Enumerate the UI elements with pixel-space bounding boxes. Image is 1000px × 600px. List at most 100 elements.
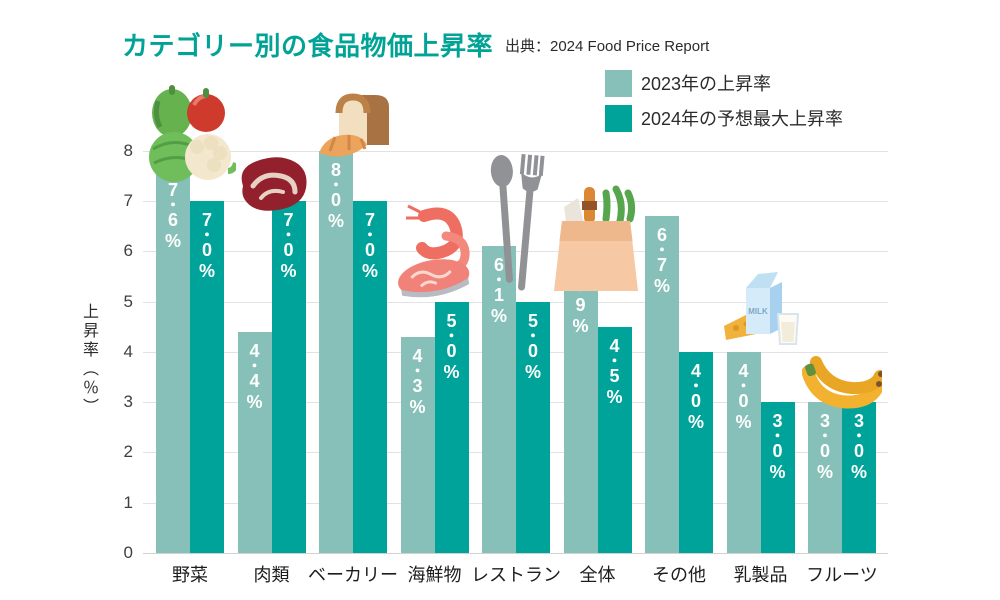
category-label: フルーツ (806, 565, 878, 585)
y-tick-label: 3 (123, 392, 133, 412)
legend-swatch (605, 69, 632, 97)
bar-value-label: 7 ・ 0% (353, 210, 387, 282)
bar-value-char: 7 (656, 254, 667, 275)
bar-value-label: 4 ・ 0% (727, 361, 761, 433)
category-label: ベーカリー (308, 565, 398, 585)
bar-value-char: 0 (330, 189, 341, 210)
bar-value-char: ・ (246, 357, 262, 375)
bar-value-char: % (735, 411, 752, 432)
gridline (143, 200, 888, 202)
bar-value-char: ・ (606, 352, 622, 370)
category-label: レストラン (471, 565, 561, 585)
bar-value-char: ・ (491, 272, 507, 290)
bar-value-char: % (524, 361, 541, 382)
y-axis-title: 上昇率（％） (80, 303, 97, 417)
bar-2024: 4 ・ 0% (679, 351, 713, 553)
bar-value-char: ・ (409, 362, 425, 380)
bar-2024: 7 ・ 0% (271, 200, 306, 553)
bar-value-char: ・ (688, 377, 704, 395)
bar-2024: 7 ・ 0% (353, 200, 387, 553)
bar-value-char: 0 (527, 340, 538, 361)
bar-value-char: 5 (446, 310, 457, 331)
bar-2023: 5・9% (563, 256, 598, 553)
bar-value-char: ・ (280, 226, 296, 244)
bar-2024: 7 ・ 0% (190, 200, 224, 553)
vegetables-icon (144, 83, 236, 187)
bar-value-label: 7 ・ 0% (272, 210, 306, 282)
bar-value-label: 7 ・ 0% (190, 210, 224, 282)
cutlery-icon (484, 153, 548, 301)
bar-value-char: 6 (167, 209, 178, 230)
bar-value-char: ・ (199, 226, 215, 244)
y-tick-label: 4 (123, 341, 133, 361)
seafood-icon (394, 202, 476, 304)
bar-value-char: 5 (527, 310, 538, 331)
bar-2024: 5 ・ 0% (434, 301, 469, 553)
bar-value-char: 4 (249, 340, 260, 361)
bar-value-char: ・ (362, 226, 378, 244)
bar-value-label: 8 ・ 0% (319, 160, 353, 232)
bar-value-char: 6 (656, 224, 667, 245)
bar-value-char: 0 (819, 441, 830, 462)
bar-value-char: 3 (819, 411, 830, 432)
bar-2024: 4 ・ 5% (597, 326, 632, 553)
category-label: 海鮮物 (407, 565, 462, 585)
bar-value-char: % (280, 260, 297, 281)
bar-value-char: ・ (851, 428, 867, 446)
grocery-bag-icon (550, 183, 646, 299)
bar-value-char: ・ (443, 327, 459, 345)
legend-item-2024: 2024年の予想最大上昇率 (605, 104, 843, 132)
bar-value-char: 7 (201, 209, 212, 230)
y-tick-label: 1 (123, 492, 133, 512)
y-tick-label: 2 (123, 442, 133, 462)
bar-value-char: 0 (690, 390, 701, 411)
bar-value-char: 0 (772, 441, 783, 462)
category-label: 野菜 (172, 565, 208, 585)
banana-icon (802, 354, 882, 414)
bar-2024: 3 ・ 0% (760, 402, 795, 553)
y-tick-label: 8 (123, 140, 133, 160)
bar-value-char: 1 (493, 285, 504, 306)
bar-value-char: % (327, 210, 344, 231)
bar-2024: 3 ・ 0% (842, 402, 876, 553)
bar-2023: 4 ・ 4% (237, 331, 272, 553)
bar-value-label: 4 ・ 5% (598, 336, 632, 408)
bar-value-char: ・ (165, 196, 181, 214)
bar-value-label: 5 ・ 0% (516, 311, 550, 383)
bar-value-char: ・ (735, 377, 751, 395)
bar-value-label: 4 ・ 3% (401, 346, 435, 418)
bar-2023: 4 ・ 3% (400, 336, 435, 553)
bar-value-char: 4 (412, 345, 423, 366)
bar-value-char: ・ (769, 428, 785, 446)
bar-value-char: 0 (201, 239, 212, 260)
bar-value-char: 7 (364, 209, 375, 230)
bar-value-char: 0 (738, 390, 749, 411)
bar-value-char: % (198, 260, 215, 281)
bar-value-char: 0 (853, 441, 864, 462)
bar-value-char: 7 (167, 179, 178, 200)
bar-value-char: % (606, 386, 623, 407)
bar-value-char: ・ (654, 241, 670, 259)
category-label: 肉類 (253, 565, 290, 585)
source-note: 出典：2024 Food Price Report (505, 38, 710, 55)
bar-2024: 5 ・ 0% (516, 301, 550, 553)
bar-value-char: ・ (817, 428, 833, 446)
bar-value-label: 6 ・ 1% (482, 255, 516, 327)
legend-label: 2023年の上昇率 (641, 74, 772, 94)
bar-value-char: 8 (330, 159, 341, 180)
legend-item-2023: 2023年の上昇率 (605, 69, 843, 97)
bar-value-label: 7 ・ 6% (156, 180, 190, 252)
legend-swatch (605, 104, 632, 132)
bar-value-char: 7 (283, 209, 294, 230)
category-label: その他 (652, 565, 706, 585)
y-tick-label: 0 (123, 543, 133, 562)
bar-value-char: 4 (738, 360, 749, 381)
bar-value-char: % (572, 316, 589, 337)
bar-value-char: % (490, 306, 507, 327)
bar-2023: 6 ・ 7% (645, 215, 679, 553)
bar-value-char: 6 (493, 255, 504, 276)
bar-value-char: ・ (525, 327, 541, 345)
bar-value-char: 0 (283, 239, 294, 260)
bar-value-char: % (653, 275, 670, 296)
